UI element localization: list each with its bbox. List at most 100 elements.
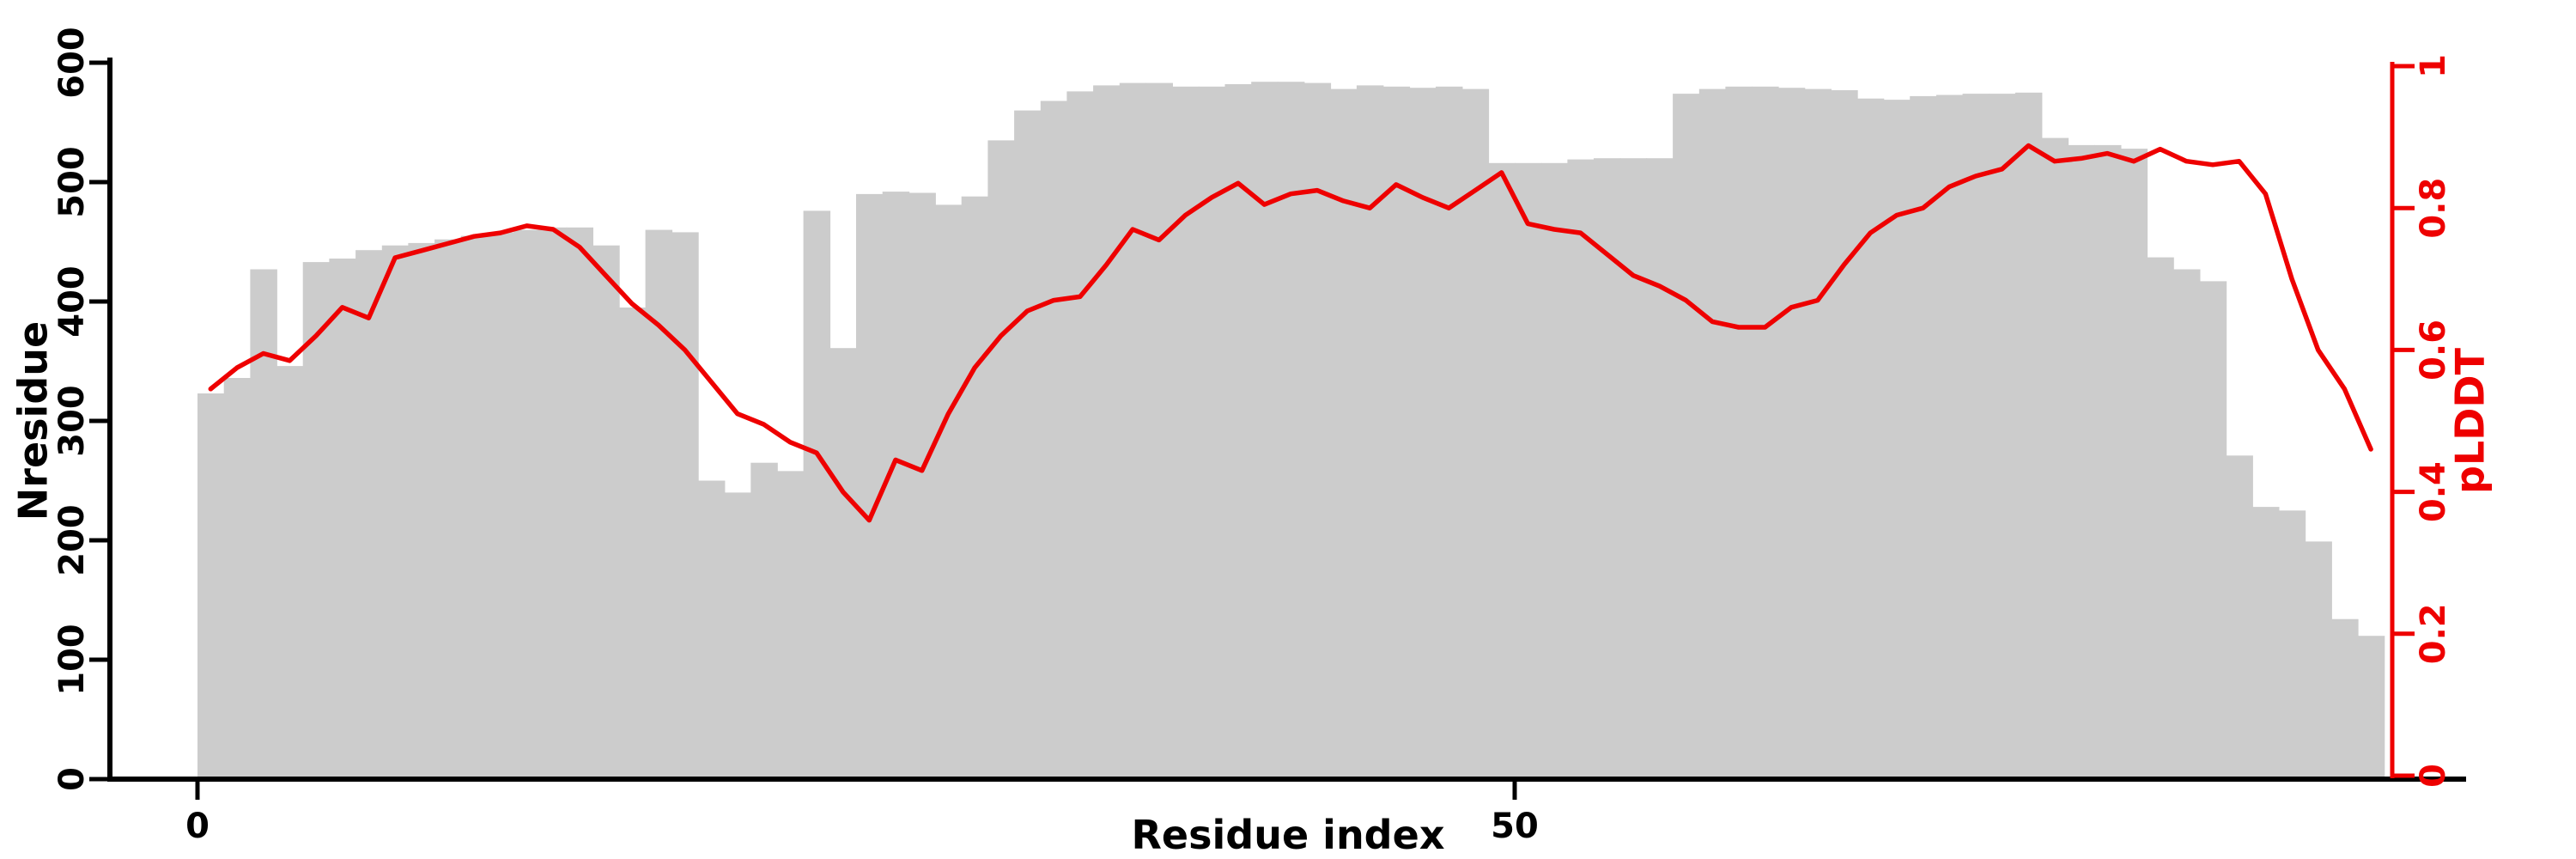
bar (1330, 88, 1358, 780)
left-axis: 0 100 200 300 400 500 600 Nresidue (10, 27, 112, 791)
bar (961, 196, 989, 779)
tick-label: 0.4 (2414, 461, 2453, 522)
bar (355, 250, 383, 779)
bar (1145, 82, 1173, 780)
bar (1698, 88, 1727, 780)
bar (2252, 507, 2280, 779)
bar (1251, 82, 1279, 779)
bar (197, 393, 225, 779)
tick-label: 0 (185, 807, 210, 846)
bar (935, 204, 963, 779)
right-axis: 0 0.2 0.4 0.6 0.8 1 pLDDT (2390, 54, 2494, 788)
bar (434, 239, 462, 779)
tick-label: 600 (52, 27, 92, 99)
bar (1594, 158, 1621, 779)
bar (1172, 86, 1200, 780)
tick-label: 0.6 (2414, 320, 2453, 381)
bar (1014, 110, 1042, 780)
bar (987, 140, 1015, 779)
x-axis-title: Residue index (1132, 812, 1445, 858)
left-axis-title: Nresidue (10, 321, 57, 521)
bar (1093, 85, 1121, 779)
tick-label: 400 (52, 265, 92, 338)
bar (2278, 510, 2306, 780)
bar (1777, 88, 1806, 779)
bottom-axis: 0 50 Residue index (107, 777, 2466, 858)
bar (1725, 86, 1753, 780)
bar (460, 235, 489, 780)
bar (1856, 98, 1885, 779)
bar (1831, 90, 1858, 779)
bar (2147, 257, 2174, 780)
bar (2199, 281, 2227, 779)
bar (1646, 158, 1674, 779)
bar (381, 245, 410, 779)
bar (1224, 84, 1252, 779)
bar (697, 480, 726, 779)
nresidue-bars (197, 82, 2385, 780)
bar (1540, 162, 1569, 780)
bar (2120, 149, 2148, 780)
bar (1119, 82, 1147, 780)
bar (2094, 144, 2122, 779)
bar (1752, 86, 1779, 780)
tick-label: 1 (2414, 54, 2453, 78)
bar (618, 308, 647, 779)
tick-label: 0.2 (2414, 603, 2453, 664)
bar (1382, 86, 1411, 780)
bar (1436, 86, 1463, 780)
tick-label: 500 (52, 146, 92, 218)
bar (803, 210, 831, 779)
tick-label: 0 (52, 767, 92, 791)
bar (302, 262, 331, 780)
bar (1356, 85, 1384, 779)
bar (1515, 162, 1542, 780)
bar (1619, 158, 1648, 779)
bar (223, 378, 252, 779)
bar (2226, 455, 2253, 779)
bar (539, 227, 568, 779)
bar (2041, 137, 2069, 780)
bar (329, 259, 356, 779)
bar (408, 242, 435, 779)
right-axis-title: pLDDT (2447, 347, 2494, 494)
bar (1989, 94, 2016, 780)
bar (856, 193, 884, 779)
tick-label: 50 (1491, 807, 1539, 846)
bar (750, 462, 778, 779)
bar (2014, 92, 2043, 780)
bar (1962, 94, 1990, 780)
tick-label: 0.8 (2414, 178, 2453, 239)
tick-label: 100 (52, 624, 92, 696)
bar (1567, 159, 1595, 780)
bar (1461, 88, 1490, 780)
bar (487, 232, 514, 779)
bar (2305, 541, 2332, 779)
bar (2331, 618, 2359, 779)
bar (1040, 101, 1068, 779)
bar (829, 348, 857, 779)
tick-label: 0 (2414, 764, 2453, 788)
bar (1066, 91, 1094, 779)
plddt-line (208, 143, 2373, 523)
bar (1303, 82, 1332, 780)
bar (1488, 162, 1516, 780)
bar (513, 229, 541, 780)
bar (908, 192, 936, 779)
bar (592, 245, 620, 779)
tick-label: 200 (52, 504, 92, 576)
bar (2357, 636, 2385, 779)
bar (2173, 269, 2201, 779)
bar (724, 492, 752, 779)
bar (1673, 94, 1700, 780)
bar (645, 229, 673, 780)
bar (1883, 100, 1911, 780)
bar (250, 269, 277, 779)
bar (566, 227, 593, 779)
bar (1804, 88, 1832, 780)
bar (1277, 82, 1305, 779)
bar (276, 366, 304, 779)
bar (1935, 94, 1964, 779)
